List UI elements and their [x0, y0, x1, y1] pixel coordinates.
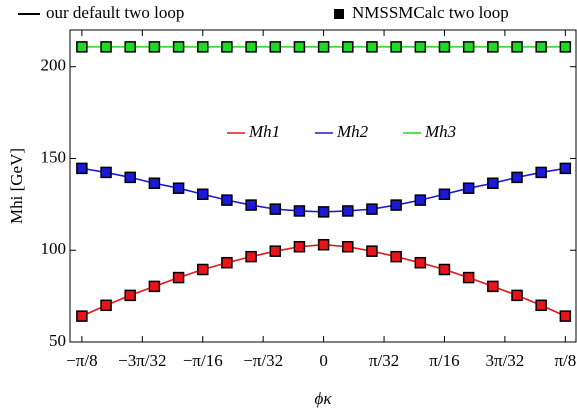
data-point [390, 41, 402, 53]
data-point [197, 41, 209, 53]
legend-label: Mh1 [248, 122, 280, 141]
data-point [148, 41, 161, 53]
data-point [366, 203, 378, 215]
y-tick-label: 100 [41, 239, 67, 258]
data-point [197, 188, 209, 201]
y-tick-label: 200 [41, 56, 67, 75]
data-point [535, 299, 547, 312]
data-point [172, 182, 185, 194]
data-point [317, 206, 330, 218]
y-tick-label: 50 [49, 331, 66, 350]
data-point [269, 41, 282, 53]
data-point [197, 263, 209, 276]
legend-label: Mh3 [424, 122, 456, 141]
data-point [511, 41, 523, 53]
data-point [76, 310, 88, 322]
x-tick-label: −π/8 [66, 351, 97, 370]
data-point [148, 177, 161, 189]
data-point [245, 199, 257, 211]
legend-label: NMSSMCalc two loop [352, 3, 509, 22]
x-tick-label: 0 [319, 351, 328, 370]
data-point [511, 289, 523, 302]
data-point [76, 162, 88, 175]
data-point [221, 194, 233, 206]
data-point [100, 41, 112, 53]
data-point [100, 166, 112, 179]
x-axis-label: ϕκ [315, 389, 333, 408]
data-point [487, 41, 499, 53]
x-tick-label: −π/32 [243, 351, 283, 370]
data-point [342, 240, 354, 253]
data-point [438, 263, 451, 276]
data-point [269, 245, 282, 257]
data-point [124, 41, 136, 53]
data-point [293, 205, 306, 217]
series-line [81, 243, 566, 317]
x-tick-label: π/8 [554, 351, 576, 370]
data-point [293, 41, 306, 53]
data-point [559, 162, 572, 175]
data-point [221, 41, 233, 53]
data-point [414, 194, 427, 206]
data-point [559, 310, 572, 322]
data-point [511, 171, 523, 184]
x-tick-label: π/16 [429, 351, 459, 370]
legend-label: Mh2 [336, 122, 369, 141]
data-point [245, 250, 257, 263]
data-point [366, 41, 378, 53]
data-point [342, 41, 354, 53]
data-point [390, 199, 402, 211]
data-point [462, 41, 475, 53]
legend-marker-key [334, 9, 344, 19]
data-point [172, 41, 185, 53]
legend-label: our default two loop [46, 3, 184, 22]
y-axis-label: Mhi [GeV] [7, 148, 26, 224]
x-tick-label: π/32 [369, 351, 399, 370]
data-point [535, 166, 547, 179]
data-point [293, 240, 306, 253]
data-point [245, 41, 257, 53]
x-tick-label: 3π/32 [485, 351, 524, 370]
data-point [390, 250, 402, 263]
data-point [317, 41, 330, 53]
data-point [269, 203, 282, 215]
data-point [76, 41, 88, 53]
data-point [487, 280, 499, 293]
data-point [462, 182, 475, 194]
data-point [438, 41, 451, 53]
data-point [124, 289, 136, 302]
data-point [148, 280, 161, 293]
data-point [221, 256, 233, 269]
data-point [559, 41, 572, 53]
data-point [438, 188, 451, 201]
data-point [535, 41, 547, 53]
data-point [172, 271, 185, 284]
data-point [414, 256, 427, 269]
x-tick-label: −π/16 [183, 351, 223, 370]
y-tick-label: 150 [41, 147, 67, 166]
data-point [462, 271, 475, 284]
data-point [366, 245, 378, 257]
x-tick-label: −3π/32 [118, 351, 166, 370]
plot-frame [69, 29, 577, 343]
data-point [487, 177, 499, 189]
data-point [342, 205, 354, 217]
data-point [124, 171, 136, 184]
series-line [81, 167, 566, 213]
data-point [317, 238, 330, 251]
data-point [414, 41, 427, 53]
data-point [100, 299, 112, 312]
